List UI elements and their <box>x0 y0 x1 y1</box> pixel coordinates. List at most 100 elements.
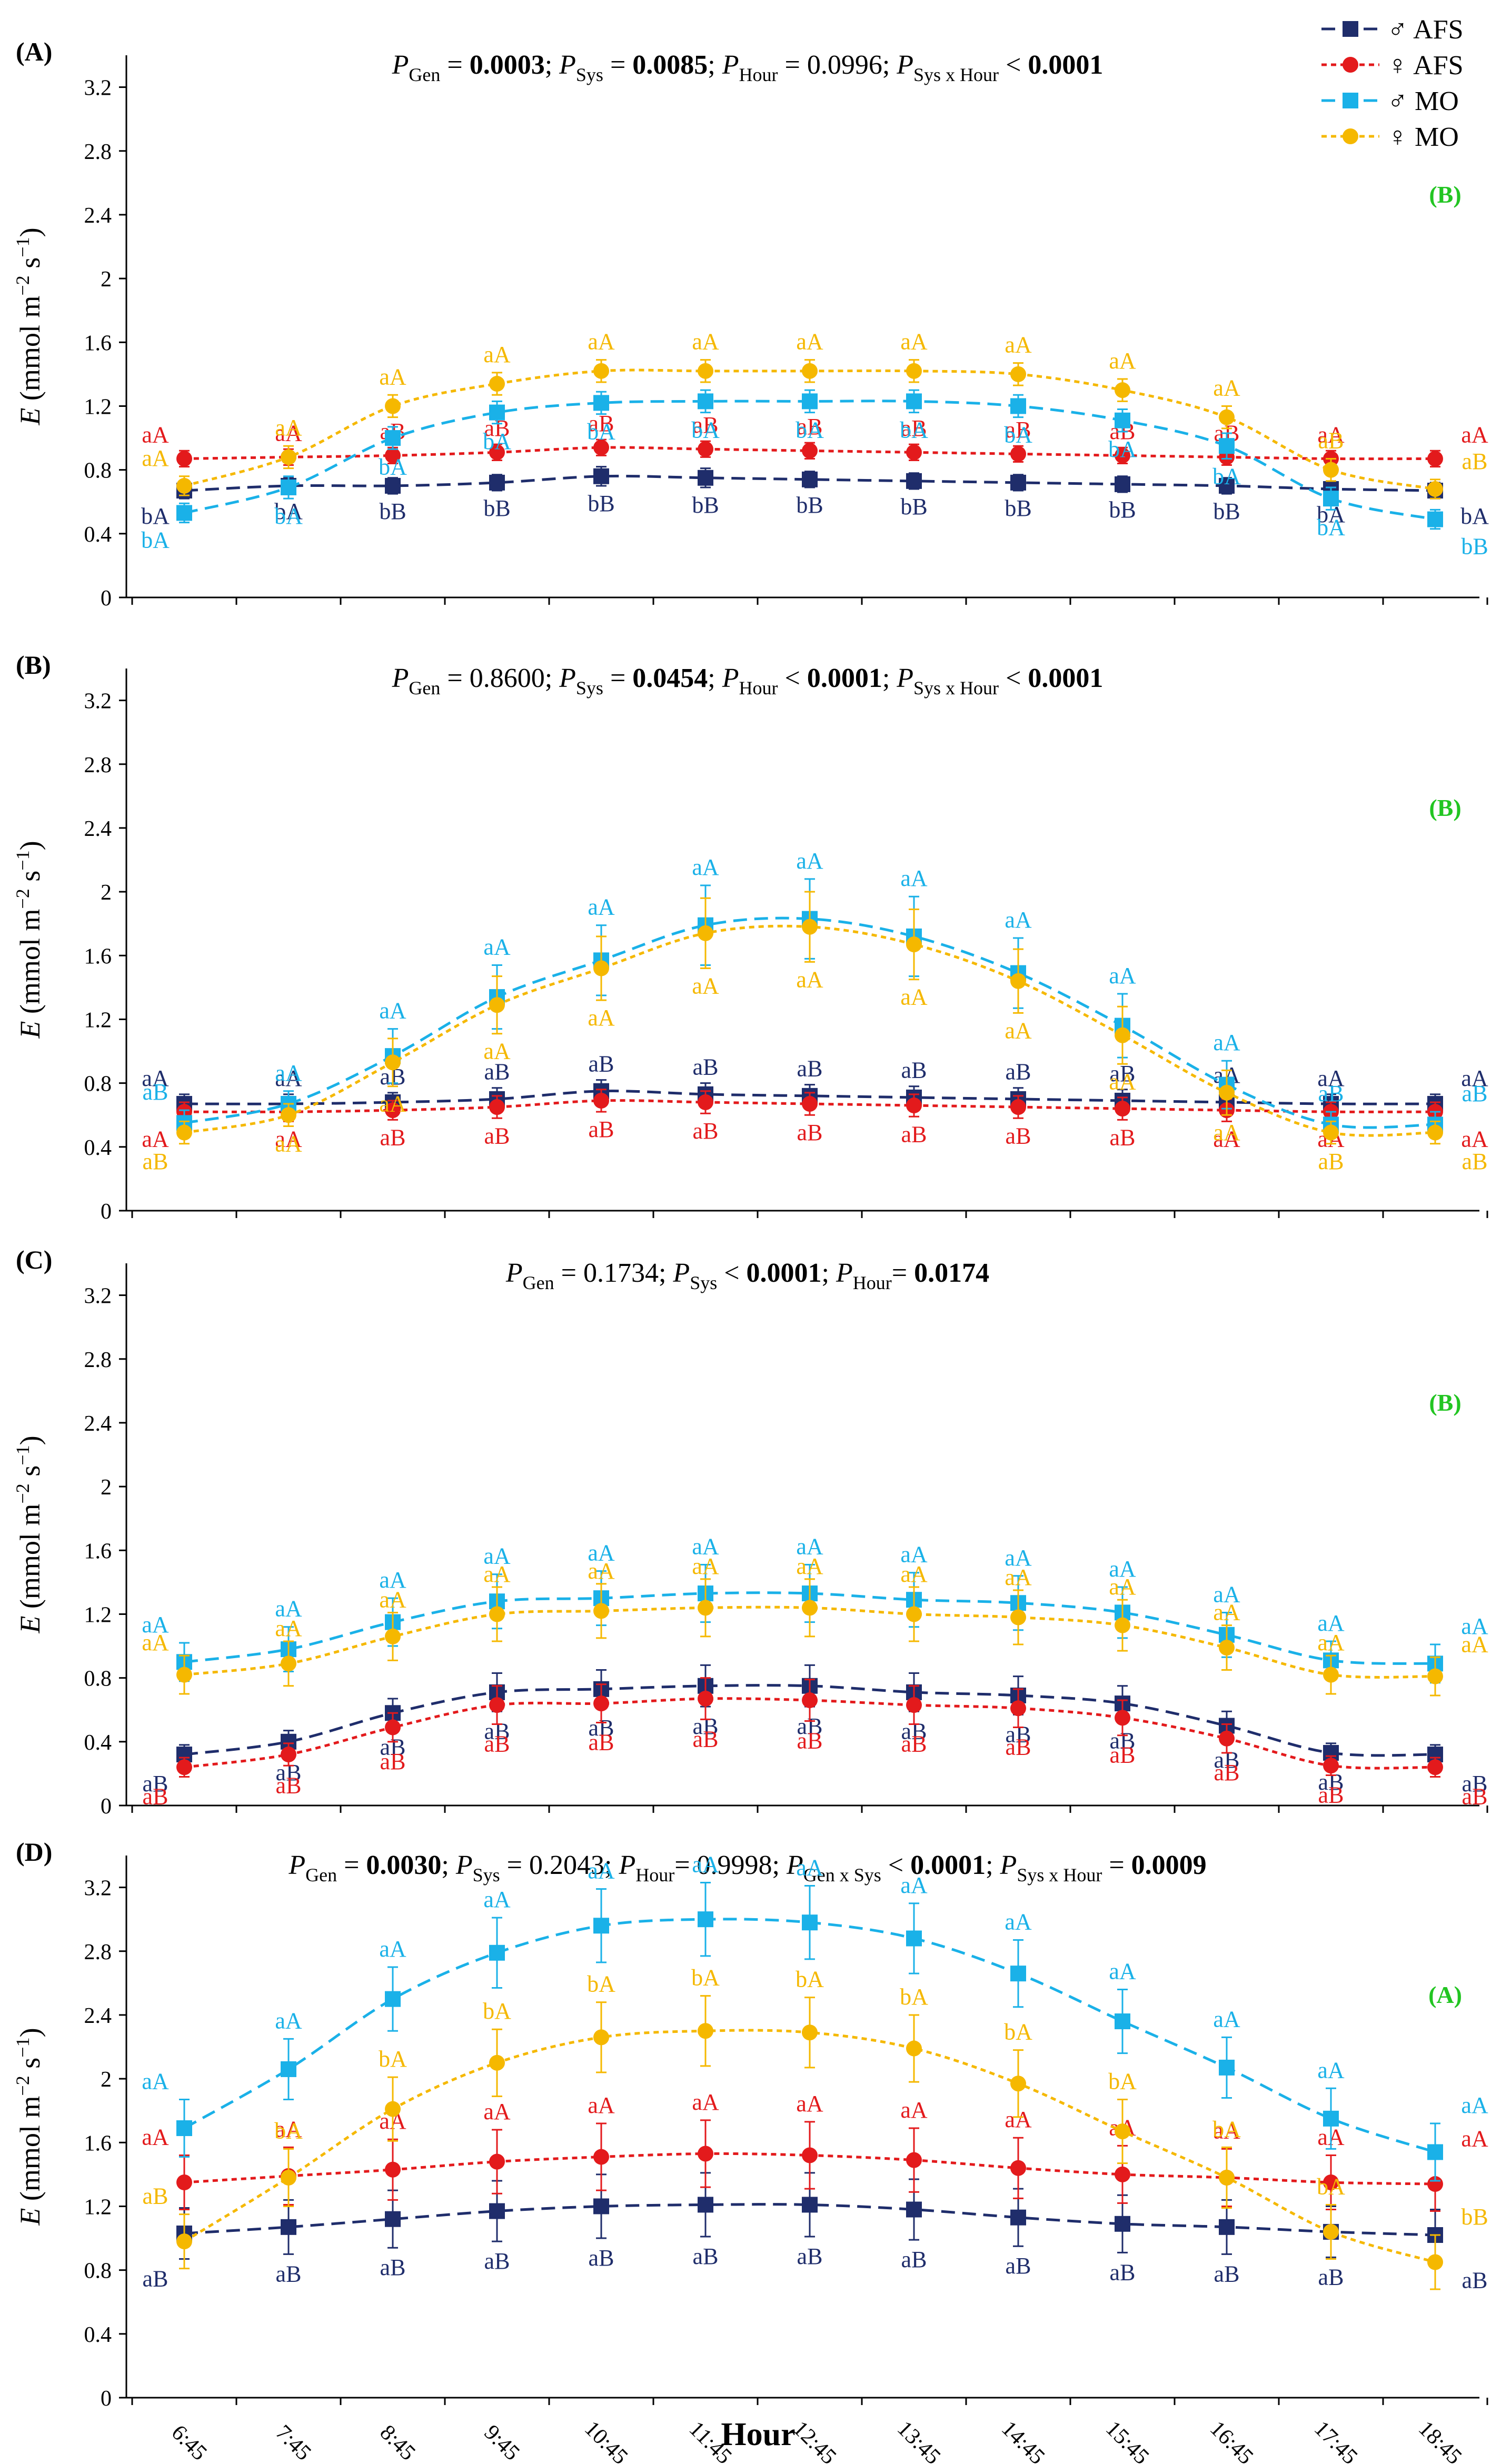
significance-label: bA <box>274 503 303 529</box>
significance-label: aA <box>275 420 302 446</box>
significance-label: aA <box>142 2069 169 2094</box>
y-tick-label: 0 <box>101 1794 112 1819</box>
panel-label: (D) <box>16 1837 52 1867</box>
significance-label: aA <box>1461 1126 1488 1152</box>
x-tick-label: 12:45 <box>788 2417 841 2464</box>
data-point <box>1115 382 1130 398</box>
data-point <box>489 2203 505 2219</box>
data-point <box>1323 2223 1339 2240</box>
data-point <box>1115 2166 1130 2182</box>
series-1: bA bA bB bB bB bB bB bB bB bB bB bA bA <box>141 466 1489 529</box>
significance-label: aA <box>588 894 615 920</box>
x-axis-title: Hour <box>721 2417 795 2452</box>
significance-label: aA <box>588 1540 615 1566</box>
significance-label: aA <box>379 364 406 390</box>
significance-label: bB <box>1109 497 1136 523</box>
significance-label: aA <box>1317 2057 1345 2083</box>
significance-label: aB <box>1318 1782 1344 1808</box>
data-point <box>802 443 818 459</box>
y-tick-label: 2.8 <box>84 1348 112 1372</box>
significance-label: bB <box>1461 534 1488 560</box>
significance-label: aB <box>1462 2267 1488 2293</box>
significance-label: aA <box>1109 1556 1136 1582</box>
data-point <box>593 468 609 484</box>
data-point <box>176 2174 192 2191</box>
significance-label: aA <box>1213 2006 1240 2032</box>
data-point <box>1323 1667 1339 1683</box>
significance-label: aA <box>142 1126 169 1152</box>
y-tick-label: 1.2 <box>84 1008 112 1032</box>
data-point <box>489 444 505 461</box>
p-value-summary: PGen = 0.0030; PSys = 0.2043; PHour= 0.9… <box>288 1850 1206 1886</box>
data-point <box>1010 2160 1026 2176</box>
significance-label: bB <box>1213 498 1240 524</box>
data-point <box>1323 1124 1339 1141</box>
x-tick-label: 15:45 <box>1101 2417 1154 2464</box>
significance-label: aA <box>1109 963 1136 989</box>
data-point <box>906 1697 922 1713</box>
data-point <box>281 1107 296 1123</box>
significance-label: aB <box>797 1056 823 1082</box>
significance-label: aB <box>1006 1123 1031 1149</box>
significance-label: bA <box>1004 422 1032 448</box>
significance-label: aA <box>1317 1610 1345 1636</box>
significance-label: bA <box>1212 463 1241 489</box>
significance-label: aA <box>692 1534 719 1560</box>
significance-label: aB <box>589 1116 614 1142</box>
data-point <box>906 363 922 379</box>
data-point <box>489 2054 505 2071</box>
y-tick-label: 1.2 <box>84 2195 112 2219</box>
significance-label: aB <box>589 411 614 436</box>
data-point <box>698 441 713 457</box>
data-point <box>1219 409 1235 425</box>
significance-label: aA <box>1213 1581 1240 1607</box>
data-point <box>1010 446 1026 462</box>
significance-label: bA <box>379 454 407 480</box>
significance-label: aB <box>380 2254 406 2280</box>
data-point <box>906 393 922 410</box>
significance-label: aB <box>1462 1081 1488 1106</box>
x-tick-label: 8:45 <box>375 2420 420 2464</box>
significance-label: aA <box>1213 1030 1240 1055</box>
significance-label: aB <box>901 415 927 441</box>
x-tick-label: 13:45 <box>892 2417 945 2464</box>
significance-label: aB <box>1318 1081 1344 1106</box>
significance-label: aA <box>1461 1631 1488 1657</box>
data-point <box>176 477 192 494</box>
y-tick-label: 0 <box>101 2387 112 2411</box>
data-point <box>698 925 713 941</box>
data-point <box>1115 447 1130 464</box>
significance-label: aB <box>797 1120 823 1145</box>
significance-label: bA <box>900 417 928 443</box>
data-point <box>176 1759 192 1775</box>
data-point <box>698 1094 713 1110</box>
significance-label: aB <box>484 1123 510 1149</box>
y-tick-label: 1.6 <box>84 2131 112 2156</box>
data-point <box>176 2233 192 2250</box>
data-point <box>698 1911 713 1928</box>
data-point <box>593 395 609 411</box>
y-tick-label: 2.4 <box>84 2004 112 2028</box>
y-tick-label: 0.4 <box>84 523 112 547</box>
legend-swatch-marker <box>1343 93 1358 108</box>
data-point <box>593 440 609 456</box>
legend-item: ♀ AFS <box>1321 51 1464 81</box>
y-tick-label: 3.2 <box>84 76 112 101</box>
significance-label: bB <box>692 492 719 518</box>
significance-label: aA <box>1213 1600 1240 1625</box>
data-point <box>489 1099 505 1115</box>
legend-swatch-marker <box>1343 21 1358 37</box>
chart-panel-3: (C) PGen = 0.1734; PSys < 0.0001; PHour= … <box>12 1245 1488 1819</box>
significance-label: aA <box>900 329 928 355</box>
significance-label: aA <box>142 1065 169 1091</box>
legend-label: ♀ AFS <box>1387 51 1464 81</box>
data-point <box>698 2146 713 2162</box>
data-point <box>281 449 296 465</box>
data-point <box>1323 2174 1339 2191</box>
data-point <box>1010 474 1026 491</box>
y-tick-label: 1.2 <box>84 1603 112 1627</box>
significance-label: aB <box>1318 1149 1344 1174</box>
data-point <box>385 1628 401 1644</box>
